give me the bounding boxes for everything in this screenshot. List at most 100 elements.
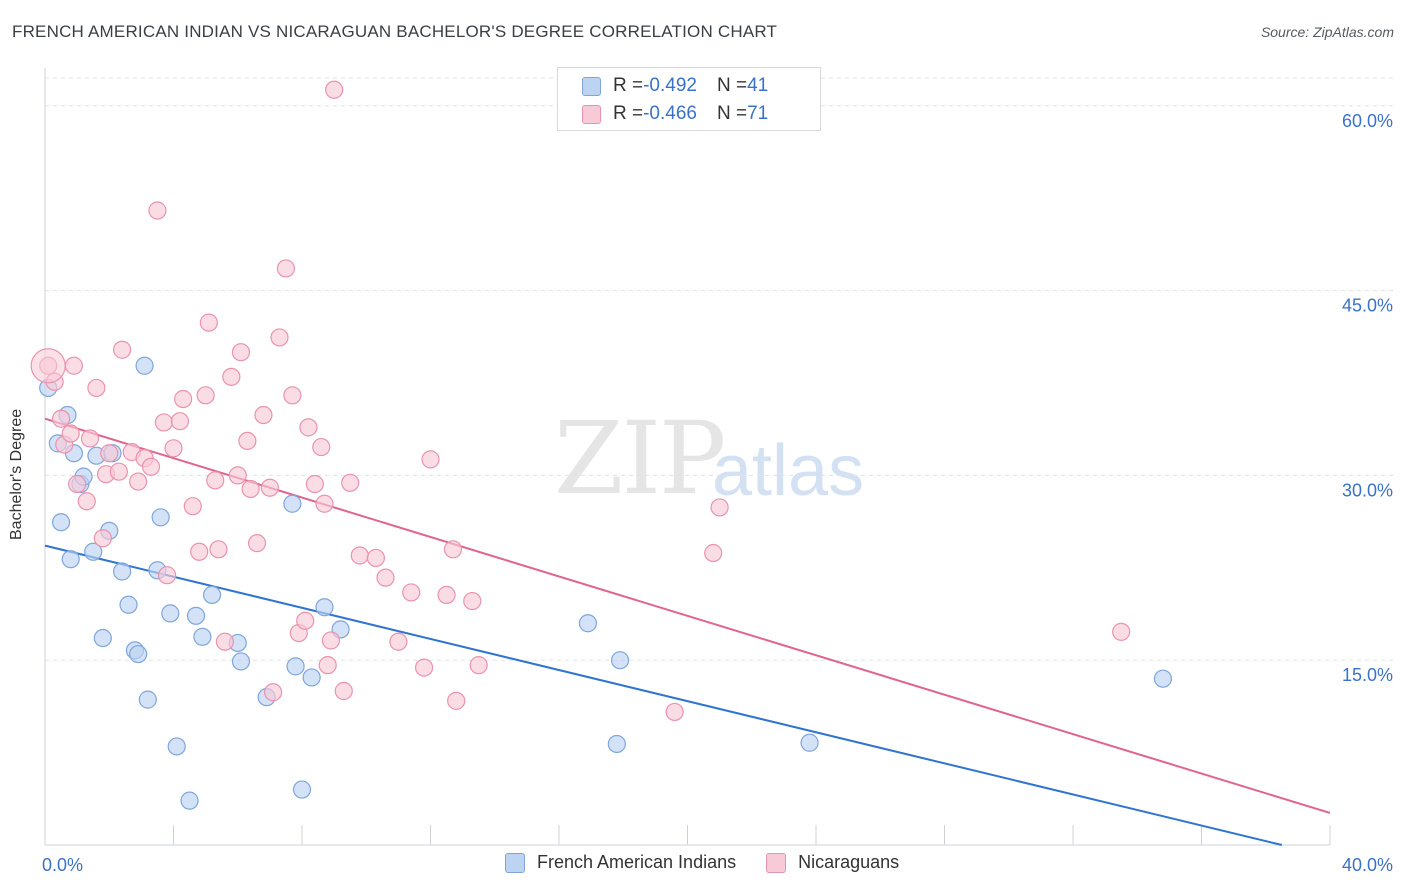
y-tick-label: 15.0% (1342, 665, 1393, 685)
grid-lines (45, 77, 1395, 661)
point-nicaraguans (247, 534, 267, 553)
point-nicaraguans (270, 328, 289, 347)
blue-swatch (582, 76, 601, 96)
pink-swatch (766, 852, 787, 873)
point-nicaraguans (61, 424, 80, 443)
point-french-american-indians (1153, 669, 1173, 688)
point-french-american-indians (84, 542, 103, 561)
point-nicaraguans (215, 632, 234, 651)
trend-line-french-american-indians (44, 544, 1283, 846)
point-nicaraguans (263, 683, 283, 702)
point-nicaraguans (231, 343, 251, 362)
point-nicaraguans (206, 471, 225, 490)
point-nicaraguans (87, 378, 106, 398)
point-nicaraguans (443, 540, 463, 559)
r-label: R = (613, 75, 644, 96)
blue-swatch (505, 852, 525, 873)
point-nicaraguans (222, 367, 241, 386)
point-nicaraguans (190, 542, 209, 561)
point-nicaraguans (80, 429, 100, 448)
point-french-american-indians (138, 690, 157, 709)
point-nicaraguans (241, 479, 260, 499)
point-nicaraguans (665, 702, 684, 722)
point-nicaraguans (276, 259, 296, 278)
point-nicaraguans (109, 462, 128, 481)
point-nicaraguans (141, 457, 161, 476)
point-nicaraguans (157, 566, 177, 585)
watermark-zip: ZIP (554, 400, 726, 517)
legend-item-nicaraguans[interactable]: Nicaraguans (766, 852, 899, 873)
point-nicaraguans (299, 418, 318, 437)
legend-label: Nicaraguans (798, 852, 900, 872)
point-nicaraguans (260, 478, 279, 497)
point-french-american-indians (161, 604, 180, 623)
point-french-american-indians (610, 651, 630, 670)
point-nicaraguans (710, 498, 729, 517)
point-nicaraguans (437, 585, 456, 605)
point-nicaraguans (469, 656, 488, 675)
point-french-american-indians (286, 657, 305, 676)
point-french-american-indians (231, 652, 251, 671)
point-french-american-indians (51, 513, 71, 532)
point-nicaraguans (325, 80, 344, 99)
legend-row-pink: R = -0.466 N = 71 (582, 103, 768, 125)
x-tick-label: 0.0% (42, 855, 83, 875)
point-nicaraguans (170, 412, 190, 431)
point-french-american-indians (135, 356, 154, 375)
correlation-legend: R = -0.492 N = 41 R = -0.466 N = 71 (557, 67, 821, 131)
point-nicaraguans (209, 540, 228, 559)
data-points (30, 80, 1173, 810)
point-nicaraguans (93, 529, 112, 548)
point-french-american-indians (302, 668, 321, 687)
source-credit: Source: ZipAtlas.com (1260, 24, 1394, 40)
axes (44, 68, 1331, 846)
point-french-american-indians (180, 791, 199, 810)
point-nicaraguans (183, 497, 202, 516)
point-nicaraguans (148, 201, 167, 220)
point-nicaraguans (129, 472, 148, 491)
point-french-american-indians (119, 595, 138, 614)
point-nicaraguans (164, 439, 183, 458)
series-legend: French American Indians Nicaraguans (505, 852, 929, 873)
point-nicaraguans (283, 386, 302, 405)
point-nicaraguans (51, 409, 71, 428)
point-nicaraguans (402, 583, 421, 602)
point-french-american-indians (151, 508, 170, 527)
point-french-american-indians (607, 734, 626, 754)
x-tick-label: 40.0% (1342, 855, 1393, 875)
point-nicaraguans (238, 431, 257, 451)
r-value: -0.492 (643, 75, 697, 96)
point-nicaraguans (77, 492, 96, 511)
point-nicaraguans (350, 546, 369, 565)
point-french-american-indians (193, 627, 212, 646)
point-french-american-indians (283, 494, 302, 513)
point-nicaraguans (366, 548, 385, 568)
n-value: 41 (747, 75, 769, 96)
point-nicaraguans (254, 405, 273, 425)
point-french-american-indians (129, 644, 148, 664)
point-nicaraguans (64, 356, 84, 375)
point-nicaraguans (228, 466, 247, 485)
y-tick-label: 60.0% (1342, 111, 1393, 131)
point-nicaraguans (463, 591, 482, 611)
trend-line-nicaraguans (44, 417, 1331, 814)
point-nicaraguans (318, 656, 337, 675)
y-tick-label: 30.0% (1342, 480, 1393, 500)
pink-swatch (582, 104, 601, 124)
point-nicaraguans (199, 313, 218, 332)
point-nicaraguans (305, 474, 324, 494)
point-french-american-indians (61, 550, 80, 569)
point-nicaraguans (447, 691, 466, 710)
point-french-american-indians (202, 585, 222, 605)
point-french-american-indians (292, 780, 312, 799)
r-label: R = (613, 103, 644, 124)
point-nicaraguans (341, 473, 360, 492)
point-nicaraguans (334, 681, 353, 701)
legend-item-french-american-indians[interactable]: French American Indians (505, 852, 736, 873)
point-nicaraguans (68, 474, 87, 494)
point-nicaraguans (1112, 622, 1131, 641)
point-nicaraguans (321, 631, 341, 650)
point-nicaraguans (112, 340, 132, 359)
point-nicaraguans (376, 568, 395, 587)
